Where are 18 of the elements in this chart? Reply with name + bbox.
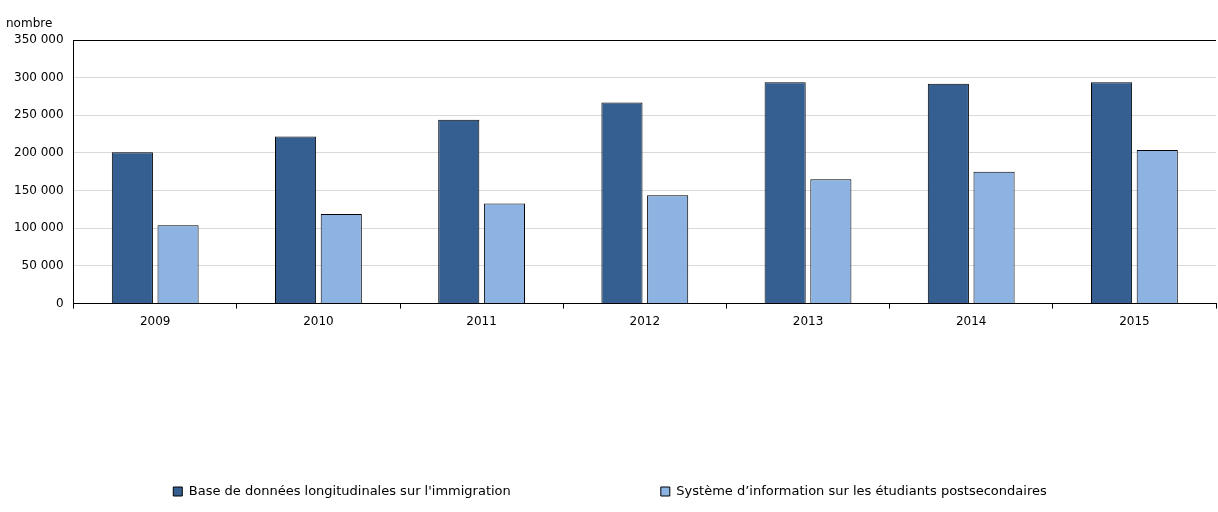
legend-label: Base de données longitudinales sur l'immigration — [188, 482, 511, 498]
y-tick-label: 200 000 — [14, 145, 64, 160]
x-tick-label: 2013 — [792, 313, 824, 328]
y-tick-label: 50 000 — [21, 258, 64, 273]
y-tick-label: 0 — [55, 295, 64, 310]
x-tick-label: 2015 — [1119, 313, 1150, 328]
x-tick-label: 2012 — [629, 313, 661, 328]
y-tick-label: 300 000 — [14, 69, 64, 84]
x-tick-label: 2009 — [139, 313, 171, 328]
y-tick-label: 350 000 — [14, 32, 64, 47]
legend-label: Système d’information sur les étudiants postsecondaires — [676, 482, 1047, 498]
y-tick-label: 100 000 — [14, 220, 64, 235]
y-tick-label: 250 000 — [14, 107, 64, 122]
x-tick-label: 2011 — [466, 313, 497, 328]
x-tick-label: 2010 — [303, 313, 334, 328]
y-axis-title: nombre — [6, 16, 53, 31]
y-tick-label: 150 000 — [14, 182, 64, 197]
x-tick-label: 2014 — [955, 313, 987, 328]
